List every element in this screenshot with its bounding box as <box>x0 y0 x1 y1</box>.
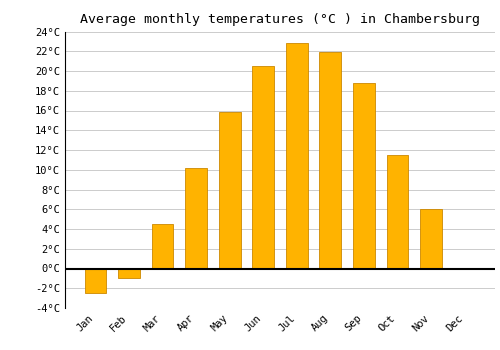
Bar <box>219 112 240 268</box>
Bar <box>320 52 341 268</box>
Bar <box>386 155 408 268</box>
Bar <box>420 209 442 268</box>
Bar <box>252 66 274 268</box>
Title: Average monthly temperatures (°C ) in Chambersburg: Average monthly temperatures (°C ) in Ch… <box>80 13 480 26</box>
Bar <box>353 83 375 268</box>
Bar <box>84 268 106 293</box>
Bar <box>185 168 207 268</box>
Bar <box>286 43 308 268</box>
Bar <box>152 224 174 268</box>
Bar <box>118 268 140 278</box>
